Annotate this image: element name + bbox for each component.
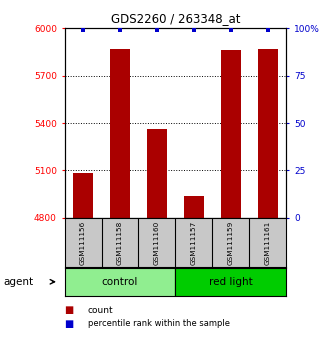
Point xyxy=(265,27,270,33)
Text: GSM111158: GSM111158 xyxy=(117,221,123,265)
Text: count: count xyxy=(88,306,113,315)
Text: GSM111159: GSM111159 xyxy=(228,221,234,265)
Bar xyxy=(147,129,167,218)
Bar xyxy=(175,268,286,296)
Point xyxy=(228,27,233,33)
Point xyxy=(80,27,86,33)
Text: GSM111156: GSM111156 xyxy=(80,221,86,265)
Point xyxy=(117,27,122,33)
Bar xyxy=(65,268,175,296)
Point xyxy=(154,27,160,33)
Text: GSM111161: GSM111161 xyxy=(265,221,271,265)
Bar xyxy=(184,196,204,218)
Text: GSM111160: GSM111160 xyxy=(154,221,160,265)
Bar xyxy=(73,173,93,218)
Text: control: control xyxy=(102,277,138,287)
Text: ■: ■ xyxy=(65,306,74,315)
Text: ■: ■ xyxy=(65,319,74,329)
Text: GSM111157: GSM111157 xyxy=(191,221,197,265)
Text: agent: agent xyxy=(3,277,33,287)
Bar xyxy=(258,49,278,218)
Bar xyxy=(110,49,130,218)
Point xyxy=(191,27,197,33)
Bar xyxy=(221,50,241,218)
Text: GDS2260 / 263348_at: GDS2260 / 263348_at xyxy=(111,12,240,25)
Text: red light: red light xyxy=(209,277,253,287)
Text: percentile rank within the sample: percentile rank within the sample xyxy=(88,319,230,329)
